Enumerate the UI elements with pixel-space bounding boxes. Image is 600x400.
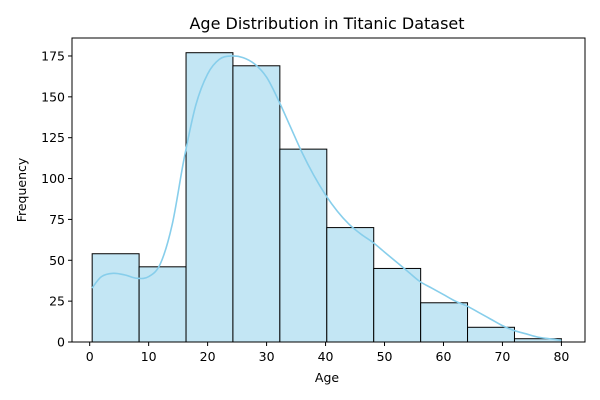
- y-tick-label: 175: [41, 48, 65, 63]
- x-tick-label: 60: [436, 349, 452, 364]
- y-tick-label: 50: [49, 253, 65, 268]
- x-tick-label: 50: [377, 349, 393, 364]
- x-tick-label: 30: [259, 349, 275, 364]
- bars-group: [91, 52, 562, 343]
- histogram-bar-1: [91, 253, 140, 343]
- histogram-bar-8: [420, 302, 469, 343]
- y-tick-label: 100: [41, 171, 65, 186]
- x-axis-ticks: 0 10 20 30 40 50 60 70 80: [86, 342, 569, 364]
- y-axis-label: Frequency: [14, 157, 29, 222]
- histogram-bar-7: [373, 267, 422, 343]
- histogram-bar-9: [467, 326, 515, 343]
- x-tick-label: 40: [318, 349, 334, 364]
- x-tick-label: 0: [86, 349, 94, 364]
- histogram-bar-6: [326, 227, 375, 343]
- x-tick-label: 70: [494, 349, 510, 364]
- y-tick-label: 125: [41, 130, 65, 145]
- x-tick-label: 80: [553, 349, 569, 364]
- y-tick-label: 0: [57, 335, 65, 350]
- histogram-bar-5: [279, 148, 328, 343]
- kde-curve: [91, 55, 562, 342]
- x-tick-label: 10: [141, 349, 157, 364]
- x-axis-label: Age: [315, 370, 339, 385]
- histogram-bar-4: [232, 65, 281, 343]
- y-tick-label: 25: [49, 294, 65, 309]
- y-axis-ticks: 0 25 50 75 100 125 150 175: [41, 48, 72, 350]
- y-tick-label: 150: [41, 89, 65, 104]
- histogram-bar-3: [185, 52, 234, 343]
- y-tick-label: 75: [49, 212, 65, 227]
- x-tick-label: 20: [200, 349, 216, 364]
- chart-title: Age Distribution in Titanic Dataset: [189, 14, 464, 33]
- plot-frame: [71, 37, 586, 343]
- histogram-bar-2: [138, 266, 187, 343]
